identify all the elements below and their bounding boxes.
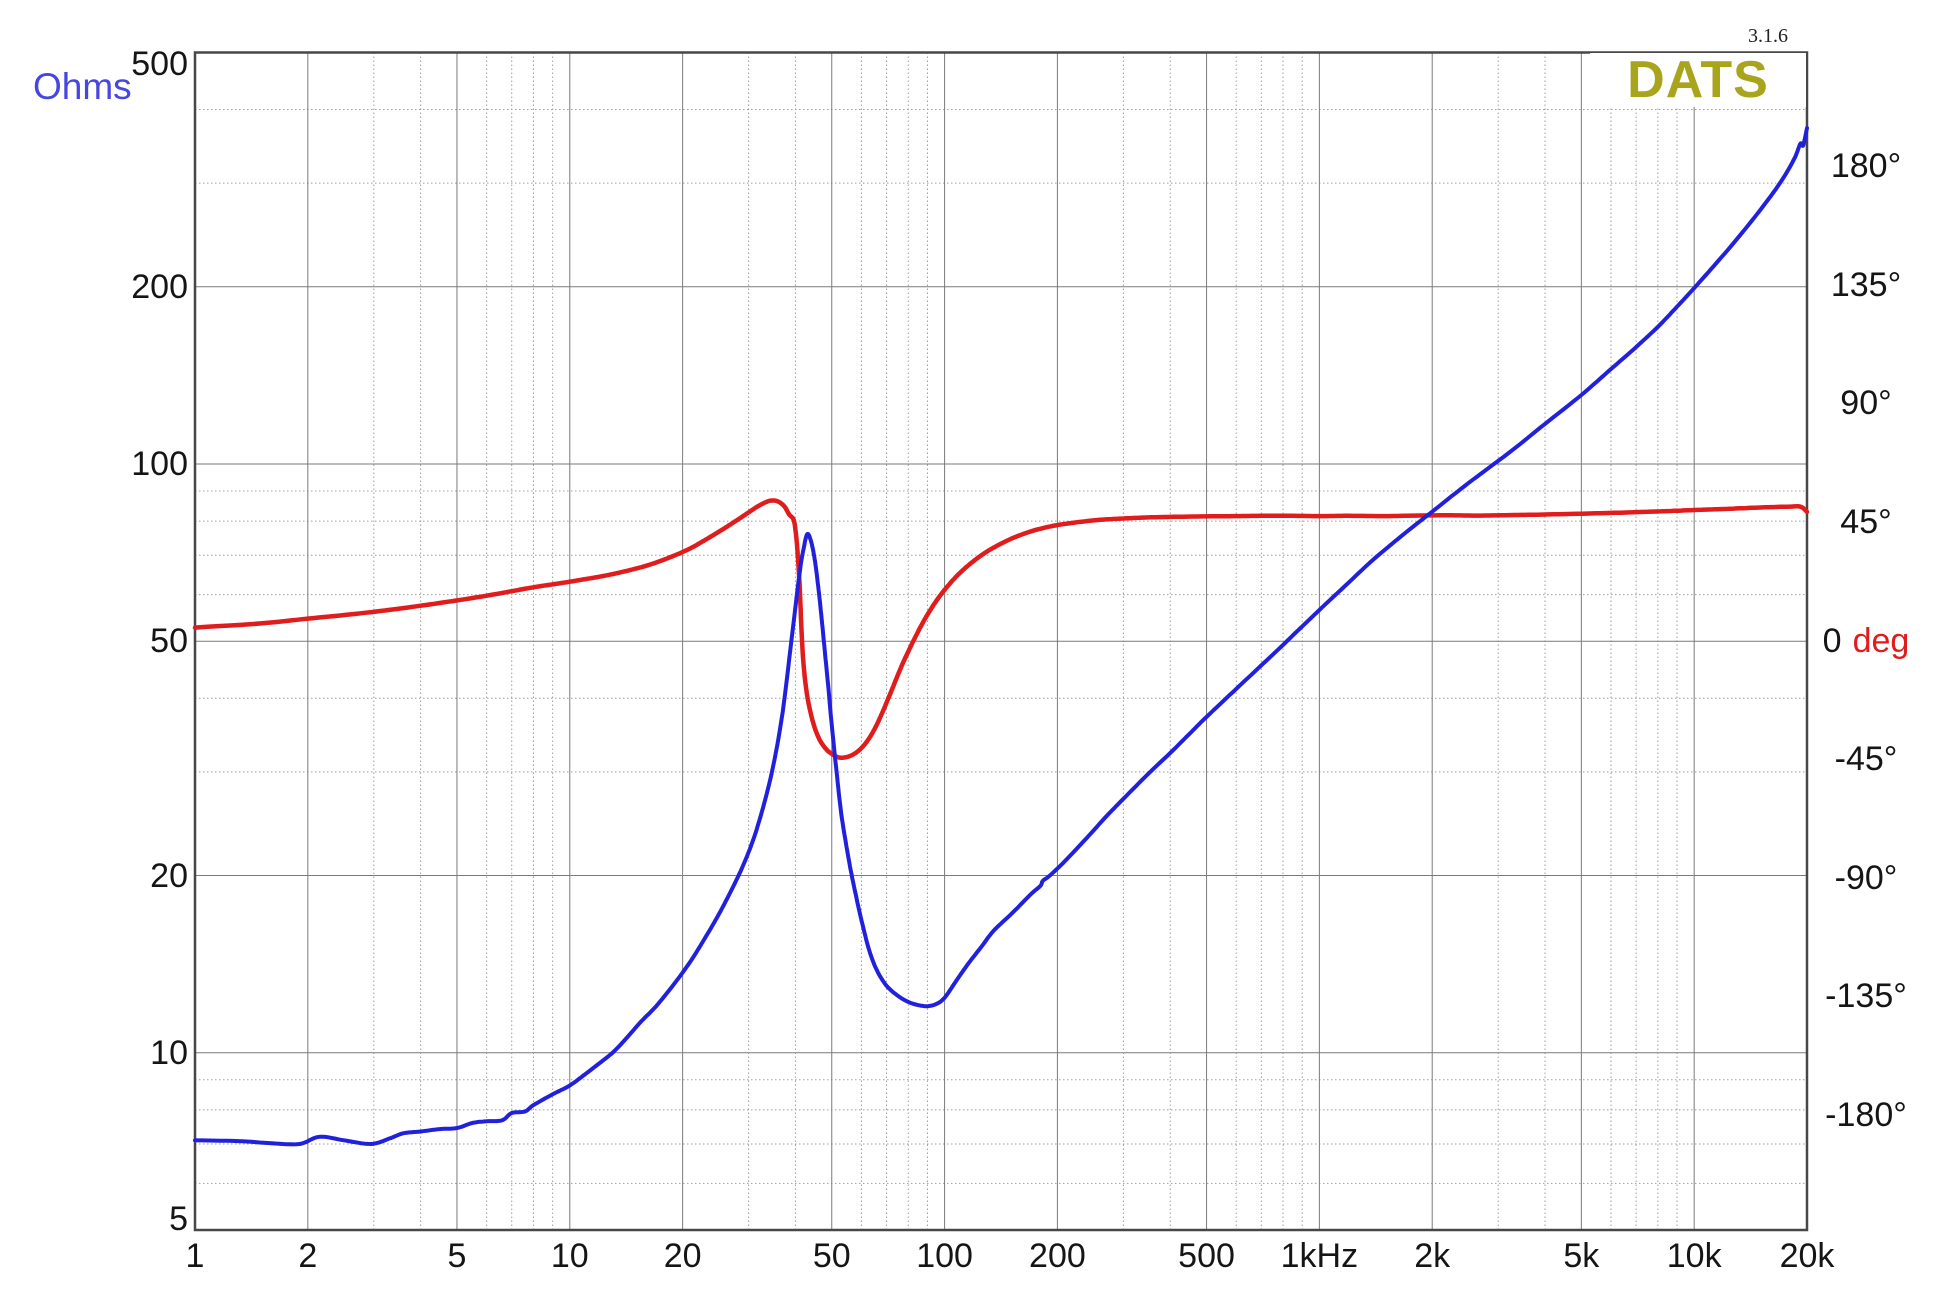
phase-tick-45: 45° [1840,502,1892,541]
frequency-tick-50: 50 [812,1237,851,1275]
impedance-tick-10: 10 [150,1033,188,1072]
frequency-tick-5000: 5k [1563,1237,1600,1275]
impedance-curve [193,126,1809,1147]
app-version: 3.1.6 [1748,25,1788,47]
frequency-tick-20: 20 [663,1237,702,1275]
phase-tick--180: -180° [1825,1095,1907,1134]
impedance-tick-5: 5 [169,1200,188,1238]
impedance-tick-200: 200 [131,267,188,306]
phase-axis-unit: deg [1852,621,1910,660]
frequency-tick-10000: 10k [1666,1237,1722,1275]
impedance-tick-20: 20 [150,856,188,895]
frequency-tick-500: 500 [1178,1237,1235,1275]
frequency-tick-10: 10 [550,1237,589,1275]
impedance-tick-50: 50 [150,622,188,661]
frequency-tick-2000: 2k [1414,1237,1451,1275]
frequency-tick-1000: 1kHz [1280,1237,1359,1275]
frequency-tick-20000: 20k [1779,1237,1835,1275]
impedance-tick-100: 100 [131,445,188,484]
dats-logo: DATS [1590,53,1806,107]
frequency-tick-100: 100 [916,1237,973,1275]
phase-tick-90: 90° [1840,384,1892,423]
phase-tick--90: -90° [1834,858,1898,897]
impedance-axis-title: Ohms [33,66,132,107]
phase-tick-180: 180° [1830,147,1902,186]
impedance-tick-500: 500 [131,45,188,83]
frequency-tick-5: 5 [447,1237,467,1275]
frequency-tick-2: 2 [298,1237,318,1275]
phase-tick-135: 135° [1830,265,1902,304]
frequency-tick-1: 1 [185,1237,205,1275]
phase-curve [192,498,1810,760]
phase-tick--135: -135° [1825,977,1907,1016]
phase-tick-0: 0 deg [1822,621,1910,660]
frequency-tick-200: 200 [1029,1237,1086,1275]
phase-tick--45: -45° [1834,740,1898,779]
